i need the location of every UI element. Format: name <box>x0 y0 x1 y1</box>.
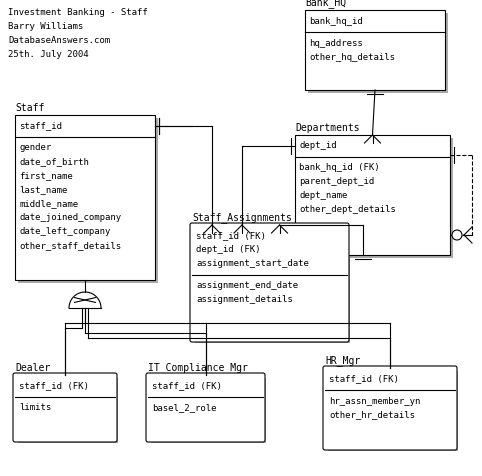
Text: date_of_birth: date_of_birth <box>19 158 89 167</box>
Text: staff_id: staff_id <box>19 121 62 130</box>
Text: dept_name: dept_name <box>299 191 348 200</box>
Text: bank_hq_id: bank_hq_id <box>309 17 363 26</box>
Bar <box>151 378 266 443</box>
Text: other_dept_details: other_dept_details <box>299 206 396 215</box>
Text: assignment_start_date: assignment_start_date <box>196 259 309 268</box>
Text: gender: gender <box>19 143 51 152</box>
Bar <box>308 13 448 93</box>
Bar <box>328 371 458 451</box>
Text: DatabaseAnswers.com: DatabaseAnswers.com <box>8 36 110 45</box>
Text: staff_id (FK): staff_id (FK) <box>19 381 89 390</box>
Bar <box>305 10 445 90</box>
Text: basel_2_role: basel_2_role <box>152 404 216 413</box>
Text: middle_name: middle_name <box>19 199 78 208</box>
Bar <box>18 378 118 443</box>
Text: other_staff_details: other_staff_details <box>19 241 121 250</box>
Bar <box>18 118 158 283</box>
Text: dept_id: dept_id <box>299 141 336 150</box>
Bar <box>295 135 450 255</box>
Text: HR_Mgr: HR_Mgr <box>325 355 360 366</box>
Bar <box>195 228 350 343</box>
Text: Staff: Staff <box>15 103 44 113</box>
Text: dept_id (FK): dept_id (FK) <box>196 246 260 255</box>
Text: date_left_company: date_left_company <box>19 228 110 237</box>
Bar <box>15 115 155 280</box>
Text: staff_id (FK): staff_id (FK) <box>152 381 222 390</box>
Text: 25th. July 2004: 25th. July 2004 <box>8 50 89 59</box>
Text: parent_dept_id: parent_dept_id <box>299 178 374 187</box>
FancyBboxPatch shape <box>323 366 457 450</box>
Text: bank_hq_id (FK): bank_hq_id (FK) <box>299 163 380 172</box>
Text: first_name: first_name <box>19 171 73 180</box>
Text: Dealer: Dealer <box>15 363 50 373</box>
Text: staff_id (FK): staff_id (FK) <box>196 231 266 240</box>
Bar <box>298 138 453 258</box>
FancyBboxPatch shape <box>146 373 265 442</box>
Text: other_hr_details: other_hr_details <box>329 410 415 419</box>
FancyBboxPatch shape <box>190 223 349 342</box>
Circle shape <box>452 230 462 240</box>
Text: assignment_details: assignment_details <box>196 296 293 305</box>
Text: Departments: Departments <box>295 123 360 133</box>
Text: date_joined_company: date_joined_company <box>19 214 121 222</box>
Text: Barry Williams: Barry Williams <box>8 22 83 31</box>
Text: last_name: last_name <box>19 186 67 195</box>
FancyBboxPatch shape <box>13 373 117 442</box>
Text: assignment_end_date: assignment_end_date <box>196 281 298 290</box>
Text: hr_assn_member_yn: hr_assn_member_yn <box>329 397 420 406</box>
Text: hq_address: hq_address <box>309 39 363 48</box>
Text: Staff_Assignments: Staff_Assignments <box>192 212 292 223</box>
Text: Investment Banking - Staff: Investment Banking - Staff <box>8 8 148 17</box>
Text: staff_id (FK): staff_id (FK) <box>329 375 399 384</box>
Text: IT Compliance Mgr: IT Compliance Mgr <box>148 363 248 373</box>
Text: limits: limits <box>19 404 51 413</box>
Text: Bank_HQ: Bank_HQ <box>305 0 346 8</box>
Text: other_hq_details: other_hq_details <box>309 52 395 61</box>
